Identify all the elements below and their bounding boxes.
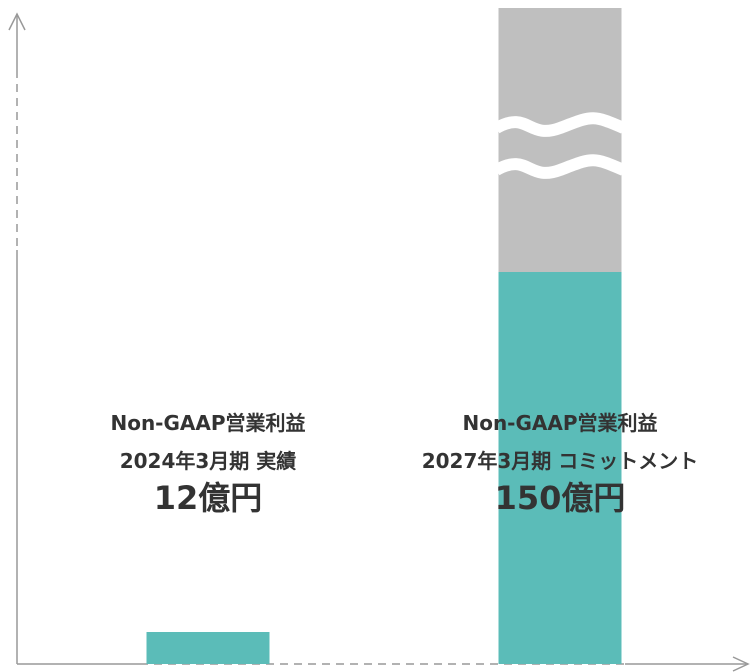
bar-label-line2-0: 2024年3月期 実績 bbox=[120, 449, 297, 473]
bar-extension-1 bbox=[498, 8, 622, 272]
x-axis-arrow-icon bbox=[732, 656, 750, 672]
bar-value-label-1: 150億円 bbox=[495, 479, 626, 517]
axis-break-wave-1 bbox=[493, 154, 626, 179]
x-axis bbox=[17, 656, 750, 672]
y-axis-arrow-icon bbox=[8, 12, 26, 31]
y-axis bbox=[8, 12, 26, 664]
labels-group: Non-GAAP営業利益 2024年3月期 実績 12億円 Non-GAAP営業… bbox=[110, 411, 698, 517]
bar-label-line1-0: Non-GAAP営業利益 bbox=[110, 411, 305, 435]
bar-label-line2-1: 2027年3月期 コミットメント bbox=[422, 449, 699, 473]
bar-value-label-0: 12億円 bbox=[154, 479, 263, 517]
bar-label-line1-1: Non-GAAP営業利益 bbox=[462, 411, 657, 435]
bar-1 bbox=[498, 272, 622, 664]
bar-0 bbox=[146, 632, 270, 664]
bars-group bbox=[146, 8, 626, 664]
axis-break-wave-0 bbox=[493, 112, 626, 137]
